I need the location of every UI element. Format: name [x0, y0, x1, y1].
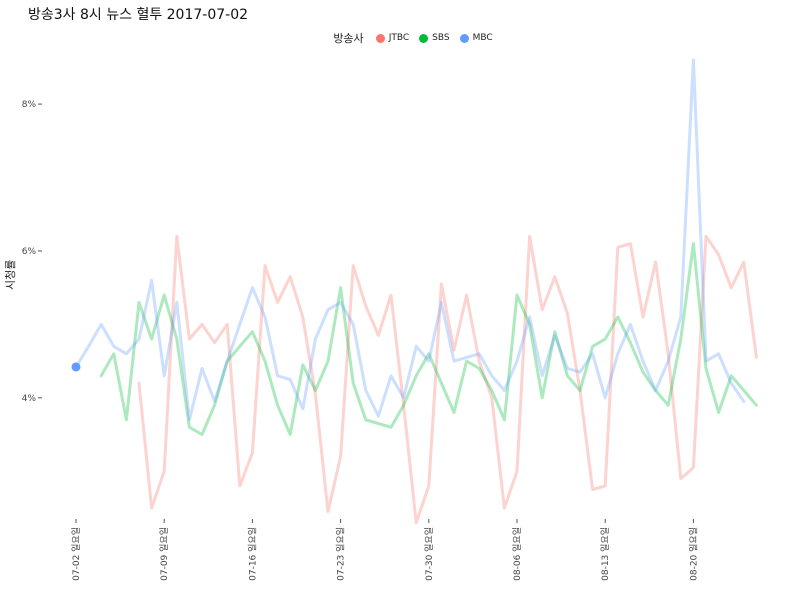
x-tick-label: 07-30 일요일	[424, 527, 435, 581]
y-tick-label: 6%	[22, 247, 37, 257]
x-tick-label: 07-16 일요일	[247, 527, 258, 581]
chart-title: 방송3사 8시 뉴스 혈투 2017-07-02	[28, 7, 249, 23]
legend-swatch-jtbc	[375, 33, 385, 43]
x-tick-label: 07-23 일요일	[336, 527, 347, 581]
x-tick-label: 08-06 일요일	[512, 527, 523, 581]
legend: 방송사 JTBC SBS MBC	[0, 30, 800, 46]
y-axis-label: 시청률	[4, 259, 17, 290]
series-lines	[74, 58, 758, 525]
y-axis: 4% 6% 8%	[22, 100, 42, 404]
x-axis: 07-02 일요일 07-09 일요일 07-16 일요일 07-23 일요일 07-3…	[71, 519, 699, 581]
legend-label-jtbc: JTBC	[388, 33, 410, 43]
series-line-jtbc	[137, 234, 758, 525]
x-tick-label: 07-02 일요일	[71, 527, 82, 581]
series-line-sbs	[99, 242, 758, 436]
legend-item-sbs: SBS	[419, 33, 450, 43]
legend-swatch-mbc	[459, 33, 469, 43]
legend-item-jtbc: JTBC	[375, 33, 410, 43]
y-tick-label: 8%	[22, 100, 37, 110]
y-tick-label: 4%	[22, 394, 37, 404]
x-tick-label: 08-13 일요일	[600, 527, 611, 581]
highlight-marks	[71, 362, 81, 372]
highlight-point	[71, 362, 81, 372]
legend-title: 방송사	[333, 32, 364, 45]
series-line-mbc	[74, 58, 746, 422]
x-tick-label: 07-09 일요일	[159, 527, 170, 581]
legend-swatch-sbs	[419, 33, 429, 43]
x-tick-label: 08-20 일요일	[688, 527, 699, 581]
legend-label-mbc: MBC	[472, 33, 493, 43]
legend-item-mbc: MBC	[459, 33, 493, 43]
legend-label-sbs: SBS	[432, 33, 450, 43]
